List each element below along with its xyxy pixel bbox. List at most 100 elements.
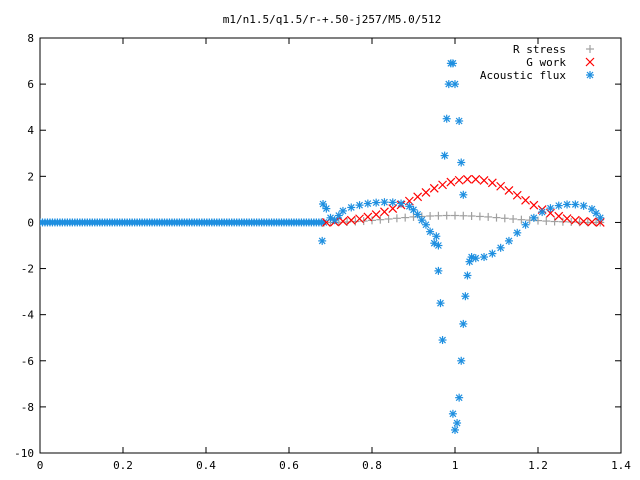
acoustic-flux-point — [546, 204, 555, 213]
acoustic-flux-point — [461, 292, 470, 301]
acoustic-flux-point — [451, 425, 459, 434]
y-tick-label: 2 — [27, 170, 34, 183]
r-stress-point — [434, 211, 443, 220]
acoustic-flux-point — [457, 158, 466, 167]
acoustic-flux-point — [438, 336, 447, 345]
acoustic-flux-point — [471, 254, 480, 263]
acoustic-flux-point — [554, 201, 563, 210]
x-tick-label: 0.6 — [279, 459, 299, 472]
x-tick-label: 1.2 — [528, 459, 548, 472]
r-stress-point — [475, 212, 484, 221]
r-stress-point — [467, 211, 476, 220]
r-stress-point — [426, 211, 435, 220]
y-tick-label: -4 — [21, 309, 35, 322]
g-work-point — [521, 195, 530, 205]
r-stress-point — [517, 215, 526, 224]
acoustic-flux-point — [457, 356, 466, 365]
acoustic-flux-point — [388, 198, 397, 207]
legend-marker — [586, 71, 594, 79]
g-work-point — [413, 192, 423, 202]
r-stress-point — [492, 213, 501, 222]
y-tick-label: -2 — [21, 263, 34, 276]
acoustic-flux-point — [504, 236, 513, 245]
r-stress-point — [459, 211, 468, 220]
acoustic-flux-point — [330, 216, 339, 225]
acoustic-flux-point — [372, 198, 381, 207]
r-stress-point — [542, 217, 551, 226]
g-work-point — [554, 211, 564, 221]
x-tick-label: 0.4 — [196, 459, 216, 472]
legend-label: Acoustic flux — [480, 69, 566, 82]
g-work-point — [487, 178, 497, 188]
acoustic-flux-point — [355, 201, 364, 210]
acoustic-flux-point — [322, 204, 331, 213]
g-work-point — [587, 217, 597, 227]
r-stress-point — [442, 211, 451, 220]
x-tick-label: 0.8 — [362, 459, 382, 472]
g-work-point — [438, 180, 447, 190]
acoustic-flux-point — [451, 80, 459, 89]
acoustic-flux-point — [488, 249, 497, 258]
acoustic-flux-point — [459, 319, 468, 328]
r-stress-point — [534, 216, 542, 225]
acoustic-flux-point — [563, 200, 572, 209]
acoustic-flux-point — [579, 201, 588, 210]
acoustic-flux-point — [448, 409, 457, 418]
acoustic-flux-point — [467, 253, 476, 262]
r-stress-point — [500, 214, 509, 223]
legend-marker — [586, 45, 594, 53]
g-work-point — [446, 177, 456, 187]
y-tick-label: 8 — [27, 32, 34, 45]
y-tick-label: 4 — [27, 124, 34, 137]
g-work-point — [363, 212, 373, 222]
acoustic-flux-point — [455, 393, 464, 402]
g-work-point — [346, 215, 356, 225]
y-tick-label: -10 — [14, 447, 34, 460]
x-tick-label: 0 — [37, 459, 44, 472]
acoustic-flux-point — [434, 241, 443, 250]
g-work-point — [421, 188, 431, 197]
r-stress-point — [401, 213, 410, 222]
x-tick-label: 0.2 — [113, 459, 133, 472]
acoustic-flux-point — [436, 299, 445, 308]
g-work-point — [471, 174, 481, 184]
g-work-point — [338, 216, 348, 226]
acoustic-flux-point — [513, 228, 522, 237]
acoustic-flux-point — [596, 213, 605, 222]
y-tick-label: -8 — [21, 401, 34, 414]
acoustic-flux-point — [405, 202, 414, 211]
g-work-point — [570, 215, 580, 225]
acoustic-flux-point — [413, 210, 422, 219]
g-work-point — [388, 204, 398, 214]
legend-label: G work — [526, 56, 566, 69]
acoustic-flux-point — [347, 203, 356, 212]
y-tick-label: 0 — [27, 216, 34, 229]
r-stress-point — [550, 217, 559, 226]
acoustic-flux-point — [426, 227, 435, 236]
r-stress-point — [509, 214, 518, 223]
r-stress-point — [384, 214, 393, 223]
r-stress-point — [409, 212, 418, 221]
g-work-point — [562, 214, 572, 223]
acoustic-flux-point — [459, 190, 468, 199]
legend-label: R stress — [513, 43, 566, 56]
acoustic-flux-point — [571, 200, 580, 209]
acoustic-flux-point — [453, 419, 462, 428]
g-work-point — [454, 175, 464, 185]
acoustic-flux-point — [397, 199, 406, 208]
acoustic-flux-point — [442, 114, 451, 123]
acoustic-flux-point — [434, 266, 443, 275]
y-tick-label: 6 — [27, 78, 34, 91]
acoustic-flux-point — [529, 213, 538, 222]
g-work-point — [355, 214, 364, 224]
g-work-point — [504, 185, 514, 195]
axis-ticks: 0 0.2 0.4 0.6 0.8 1 1.2 1.4 8 6 4 2 0 -2 -4 -6 -8 -10 — [14, 32, 631, 472]
acoustic-flux-point — [318, 236, 327, 245]
acoustic-flux-point — [448, 59, 457, 68]
acoustic-flux-point — [521, 220, 530, 229]
g-work-point — [496, 181, 506, 191]
g-work-point — [380, 207, 389, 217]
acoustic-flux-point — [592, 209, 601, 218]
